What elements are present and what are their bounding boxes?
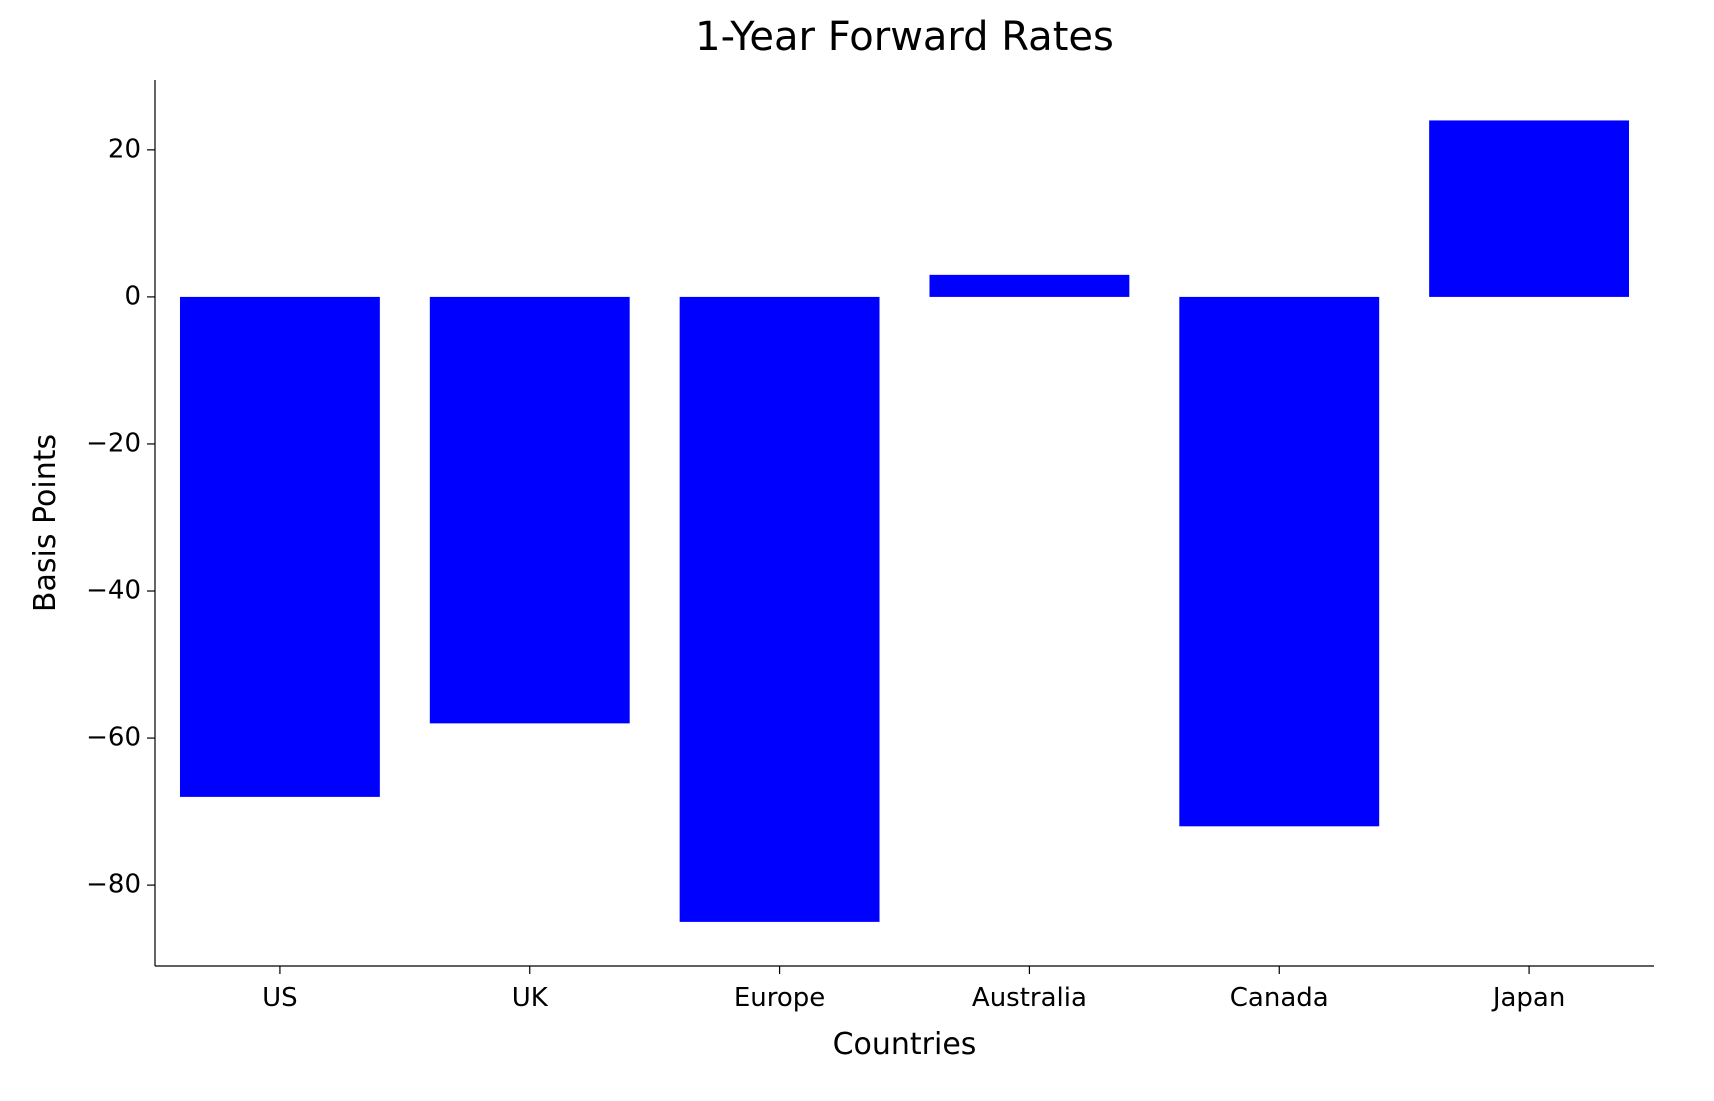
- chart-title: 1-Year Forward Rates: [695, 14, 1114, 60]
- x-tick-label: Canada: [1230, 983, 1329, 1013]
- y-axis-label: Basis Points: [28, 434, 63, 612]
- bar: [929, 275, 1129, 297]
- x-tick-label: Australia: [972, 983, 1087, 1013]
- y-tick-label: −60: [86, 723, 141, 753]
- x-tick-label: US: [262, 983, 298, 1013]
- x-tick-label: Europe: [734, 983, 825, 1013]
- chart-container: 1-Year Forward Rates −80 −60 −40 −20 0 20 US UK E…: [0, 0, 1714, 1101]
- bar: [680, 297, 880, 922]
- y-tick-label: 0: [124, 281, 141, 311]
- bar: [430, 297, 630, 723]
- forward-rates-chart: 1-Year Forward Rates −80 −60 −40 −20 0 20 US UK E…: [0, 0, 1714, 1101]
- x-tick-label: Japan: [1491, 983, 1566, 1013]
- y-tick-label: −80: [86, 870, 141, 900]
- y-tick-label: −20: [86, 428, 141, 458]
- bar: [180, 297, 380, 797]
- x-axis-label: Countries: [833, 1027, 977, 1062]
- y-tick-label: −40: [86, 576, 141, 606]
- x-tick-label: UK: [512, 983, 549, 1013]
- bar: [1429, 120, 1629, 296]
- y-tick-label: 20: [108, 134, 141, 164]
- bar: [1179, 297, 1379, 826]
